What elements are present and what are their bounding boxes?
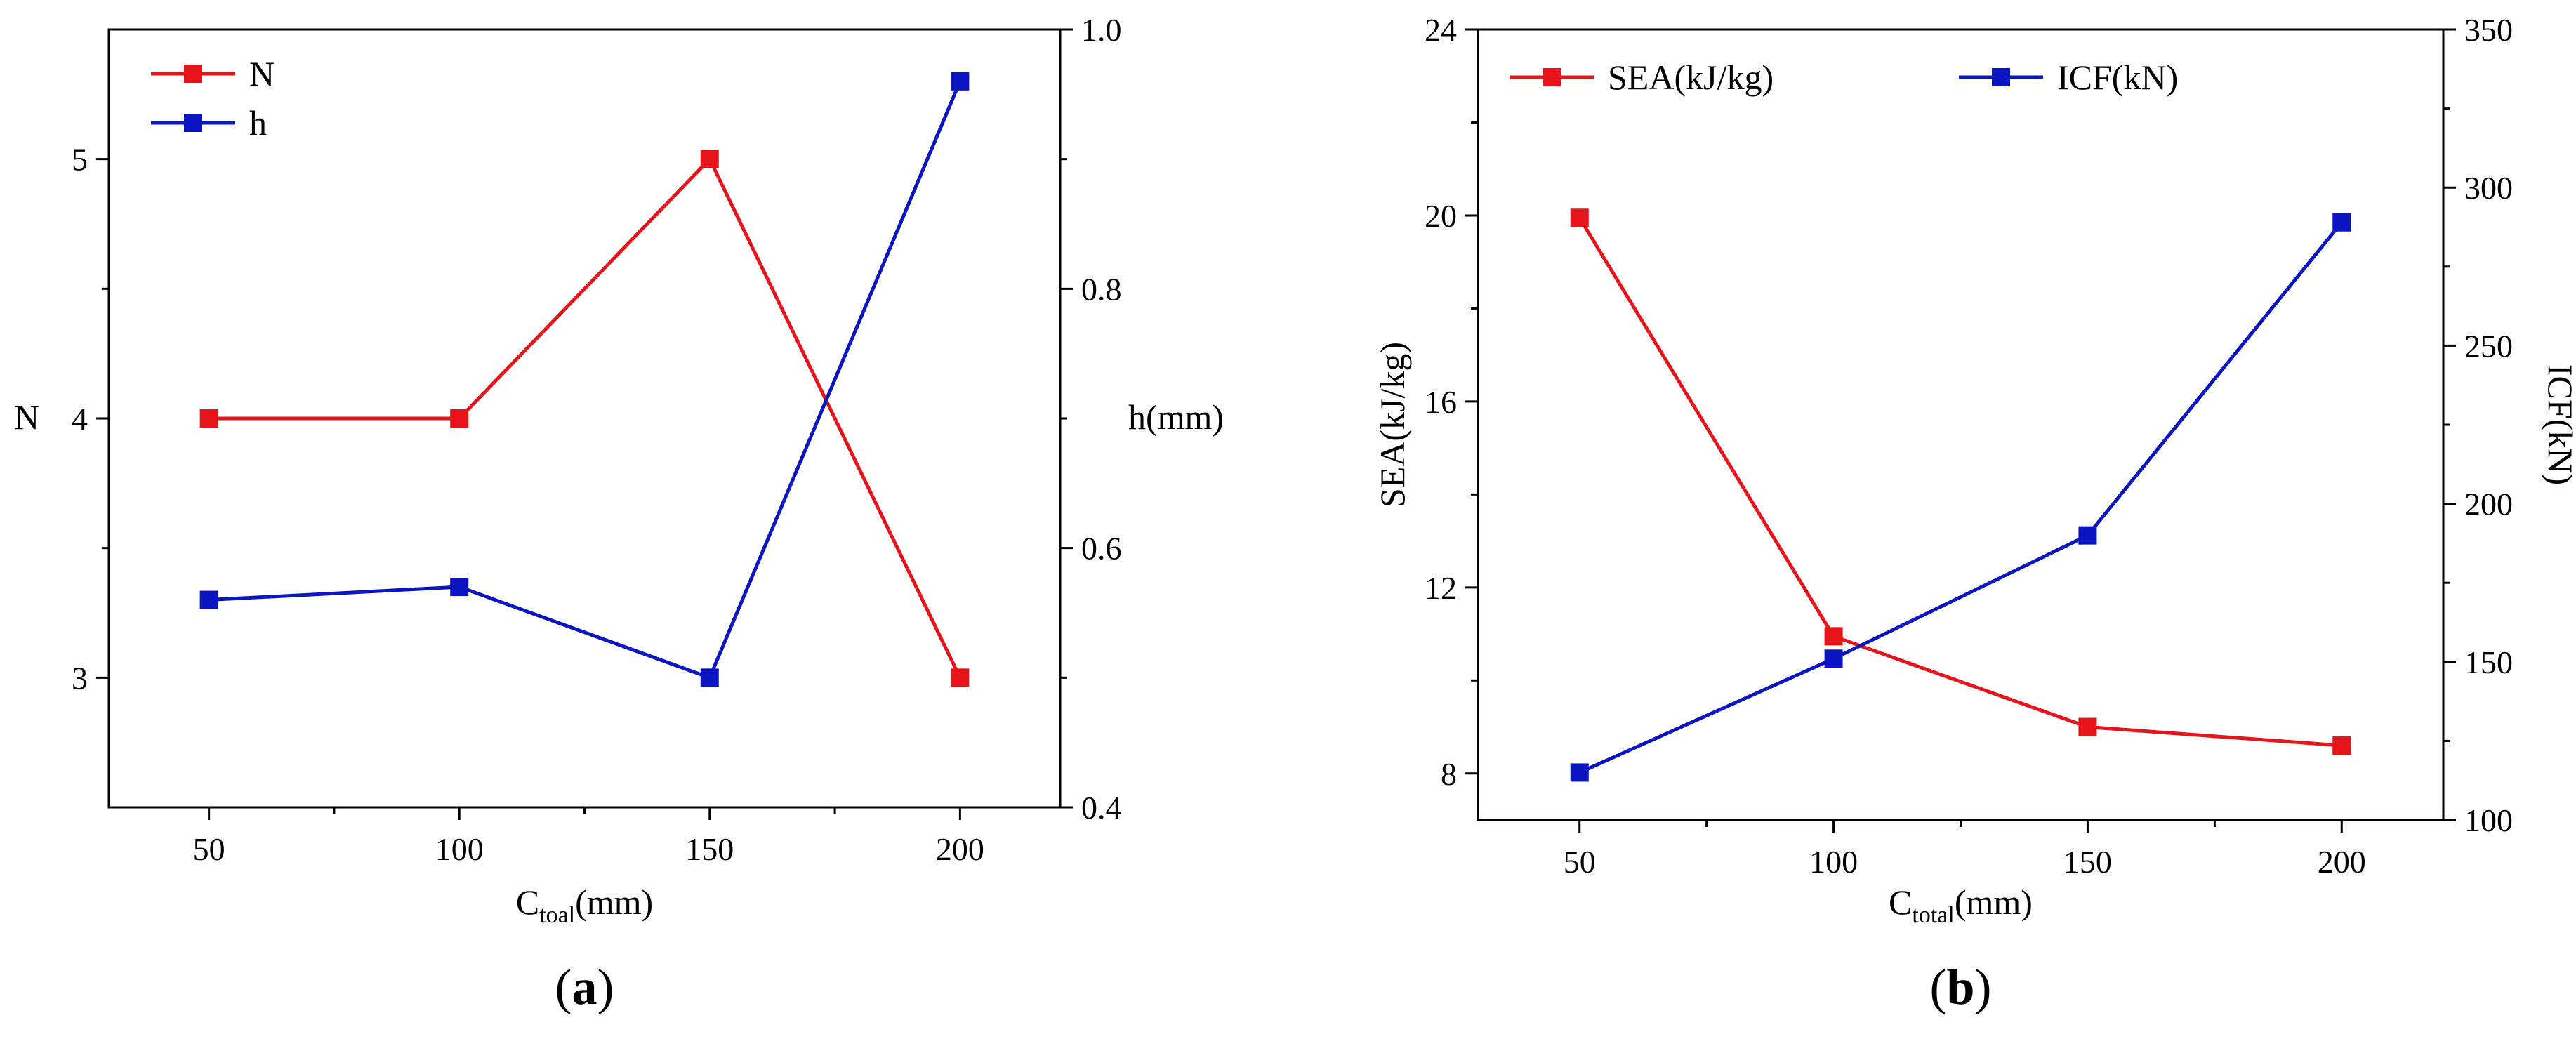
panel-label-open: ( bbox=[555, 959, 572, 1015]
left-tick-label: 16 bbox=[1425, 384, 1457, 420]
x-axis-title-main: C bbox=[516, 882, 539, 922]
right-tick-label: 100 bbox=[2464, 802, 2513, 838]
data-point-h bbox=[199, 590, 218, 609]
left-tick-label: 20 bbox=[1425, 198, 1457, 234]
left-tick-label: 8 bbox=[1441, 756, 1457, 792]
panel-label-open: ( bbox=[1929, 959, 1946, 1015]
panel-label: (b) bbox=[1929, 959, 1991, 1015]
left-axis-title: N bbox=[14, 397, 39, 437]
right-tick-label: 250 bbox=[2464, 328, 2513, 364]
x-tick-label: 100 bbox=[1809, 844, 1858, 880]
legend-label: N bbox=[249, 54, 275, 93]
x-tick-label: 200 bbox=[936, 831, 984, 867]
left-tick-label: 5 bbox=[72, 142, 88, 178]
x-tick-label: 50 bbox=[193, 831, 225, 867]
series-line-SEA(kJ/kg) bbox=[1578, 216, 2342, 748]
right-axis-title: h(mm) bbox=[1128, 397, 1224, 437]
data-point-ICF(kN) bbox=[2332, 213, 2351, 232]
legend-marker bbox=[184, 65, 202, 83]
legend-label: h bbox=[249, 103, 267, 143]
right-tick-label: 150 bbox=[2464, 644, 2513, 680]
left-tick-label: 24 bbox=[1425, 12, 1457, 48]
x-axis-title-subscript: toal bbox=[539, 902, 575, 928]
x-axis-title: Ctoal(mm) bbox=[516, 882, 653, 928]
data-point-ICF(kN) bbox=[1824, 649, 1843, 668]
series-line-ICF(kN) bbox=[1578, 221, 2344, 774]
right-tick-label: 0.6 bbox=[1081, 531, 1122, 567]
left-tick-label: 12 bbox=[1425, 570, 1457, 606]
series-line-h bbox=[209, 80, 962, 680]
left-tick-label: 4 bbox=[72, 401, 88, 437]
data-point-ICF(kN) bbox=[2078, 526, 2097, 545]
panel-label-close: ) bbox=[1975, 959, 1992, 1015]
panel-label-close: ) bbox=[597, 959, 614, 1015]
x-axis-title-main: C bbox=[1889, 882, 1912, 922]
right-tick-label: 350 bbox=[2464, 12, 2513, 48]
data-point-N bbox=[951, 668, 970, 687]
legend-label: SEA(kJ/kg) bbox=[1608, 58, 1774, 97]
data-point-N bbox=[199, 409, 218, 428]
x-axis-title-unit: (mm) bbox=[575, 882, 653, 922]
panel-label: (a) bbox=[555, 959, 614, 1015]
x-axis-title-unit: (mm) bbox=[1955, 882, 2033, 922]
data-point-N bbox=[700, 150, 719, 168]
legend-marker bbox=[184, 114, 202, 132]
data-point-h bbox=[450, 578, 469, 597]
chart-panel-b: 50 100 150 200 8 12 16 20 24 100 150 200 250 300 350 Ct… bbox=[1373, 12, 2576, 1015]
right-tick-label: 300 bbox=[2464, 170, 2513, 206]
legend-label: ICF(kN) bbox=[2057, 58, 2178, 97]
right-tick-label: 1.0 bbox=[1081, 12, 1122, 48]
left-tick-label: 3 bbox=[72, 660, 88, 696]
data-point-SEA(kJ/kg) bbox=[2332, 736, 2351, 755]
x-tick-label: 150 bbox=[685, 831, 734, 867]
panel-label-letter: b bbox=[1946, 959, 1974, 1015]
data-point-SEA(kJ/kg) bbox=[1824, 627, 1843, 646]
panel-label-letter: a bbox=[572, 959, 597, 1015]
data-point-SEA(kJ/kg) bbox=[1570, 208, 1589, 227]
right-axis-title: ICF(kN) bbox=[2541, 364, 2576, 485]
x-tick-label: 200 bbox=[2318, 844, 2366, 880]
legend-marker bbox=[1992, 68, 2010, 86]
data-point-SEA(kJ/kg) bbox=[2078, 717, 2097, 736]
x-axis-title: Ctotal(mm) bbox=[1889, 882, 2033, 928]
plot-frame bbox=[1477, 28, 2445, 821]
x-tick-label: 150 bbox=[2063, 844, 2112, 880]
left-axis-title: SEA(kJ/kg) bbox=[1373, 342, 1412, 508]
data-point-N bbox=[450, 409, 469, 428]
data-point-ICF(kN) bbox=[1570, 763, 1589, 782]
right-tick-label: 200 bbox=[2464, 486, 2513, 522]
x-tick-label: 100 bbox=[435, 831, 484, 867]
data-point-h bbox=[951, 72, 970, 91]
right-tick-label: 0.4 bbox=[1081, 790, 1122, 826]
series-line-N bbox=[209, 156, 962, 679]
right-tick-label: 0.8 bbox=[1081, 271, 1122, 307]
x-axis-title-subscript: total bbox=[1912, 902, 1954, 928]
legend-marker bbox=[1543, 68, 1561, 86]
data-point-h bbox=[700, 668, 719, 687]
x-tick-label: 50 bbox=[1564, 844, 1596, 880]
